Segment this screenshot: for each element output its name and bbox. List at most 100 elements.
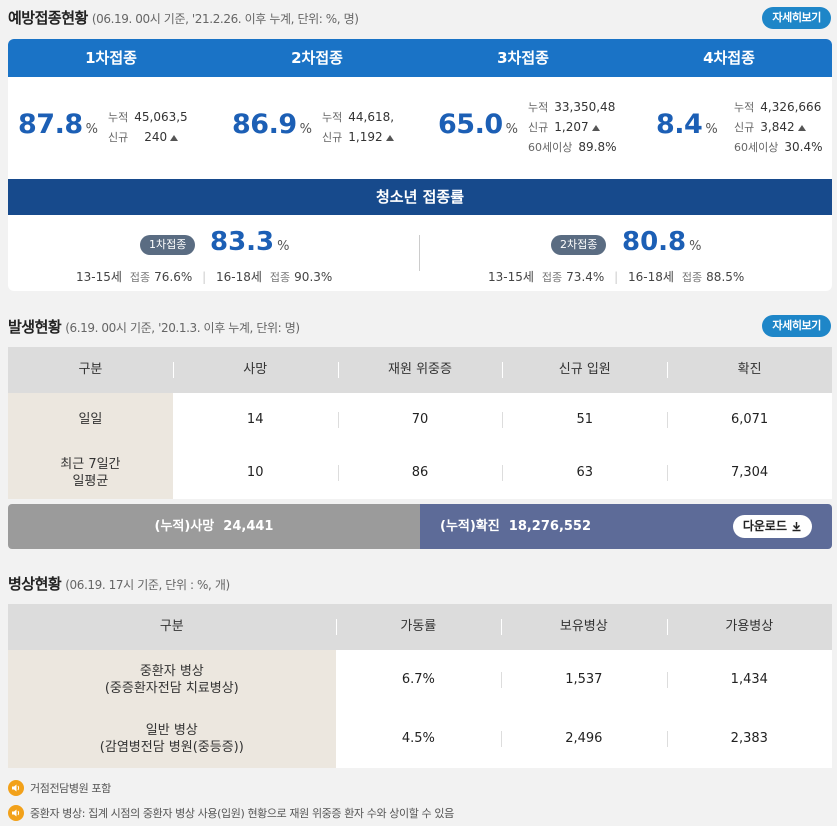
dose-4-cum-label: 누적 (734, 101, 755, 114)
triangle-up-icon (385, 134, 394, 141)
teen-divider (419, 235, 420, 271)
dose-3-rate-value: 65.0 (438, 109, 503, 140)
teen-first-breakdown: 13-15세 접종 76.6% | 16-18세 접종 90.3% (76, 270, 333, 284)
dose-3-new: 신규 1,207 (528, 119, 600, 135)
dose-4-cumulative: 누적 4,326,666 (734, 99, 832, 115)
cell-critical: 86 (337, 446, 503, 499)
cell-admission: 51 (502, 393, 668, 446)
dose-4-new-value: 3,842 (760, 120, 795, 134)
dose-tabs: 1차접종 2차접종 3차접종 4차접종 (8, 39, 832, 77)
teen-first-age2: 16-18세 (216, 270, 262, 284)
tab-dose-4: 4차접종 (703, 49, 755, 67)
teen-second-age2: 16-18세 (628, 270, 674, 284)
dose-3-new-label: 신규 (528, 121, 549, 134)
table-row: 최근 7일간 일평균 10 86 63 7,304 (8, 446, 832, 499)
outbreak-table-header: 구분 사망 재원 위중증 신규 입원 확진 (8, 347, 832, 393)
tab-dose-1: 1차접종 (85, 49, 137, 67)
table-row: 일반 병상 (감염병전담 병원(중등증)) 4.5% 2,496 2,383 (8, 709, 833, 768)
cell-owned: 2,496 (501, 709, 667, 768)
dose-stats-row: 87.8% 누적 45,063,5 신규 240 86.9% 누적 44,618, 신… (8, 77, 832, 179)
dose-3-sixty-value: 89.8% (578, 140, 617, 154)
teen-first-age2-value: 90.3% (294, 270, 333, 284)
vaccination-title: 예방접종현황 (8, 9, 88, 27)
beds-col-utilization: 가동률 (335, 604, 501, 650)
beds-subtitle: (06.19. 17시 기준, 단위 : %, 개) (65, 578, 230, 592)
dose-3-cumulative: 누적 33,350,48 (528, 99, 626, 115)
dose-1-stats: 87.8% 누적 45,063,5 신규 240 (8, 77, 214, 179)
dose-1-cum-label: 누적 (108, 111, 129, 124)
dose-2-cumulative: 누적 44,618, (322, 109, 410, 125)
teen-second-age1: 13-15세 (488, 270, 534, 284)
teen-second-rate: 80.8% (622, 227, 702, 257)
teen-first-rate: 83.3% (210, 227, 290, 257)
table-row: 중환자 병상 (중증환자전담 치료병상) 6.7% 1,537 1,434 (8, 650, 833, 709)
teen-second-rate-unit: % (689, 239, 702, 254)
teen-first-age1-label: 접종 (129, 271, 151, 284)
dose-4-rate: 8.4% (656, 109, 718, 140)
beds-table: 구분 가동률 보유병상 가용병상 중환자 병상 (중증환자전담 치료병상) 6.… (8, 604, 833, 768)
dose-2-new-value: 1,192 (348, 130, 383, 144)
download-button[interactable]: 다운로드 (732, 515, 812, 538)
dose-4-new: 신규 3,842 (734, 119, 806, 135)
beds-col-available: 가용병상 (666, 604, 832, 650)
vaccination-detail-button[interactable]: 자세히보기 (762, 7, 831, 29)
dose-1-rate-value: 87.8 (18, 109, 83, 140)
dose-4-rate-value: 8.4 (656, 109, 703, 140)
beds-title: 병상현황 (8, 575, 62, 593)
teen-second-breakdown: 13-15세 접종 73.4% | 16-18세 접종 88.5% (488, 270, 745, 284)
dose-3-sixty: 60세이상 89.8% (528, 139, 616, 155)
row-label: 최근 7일간 일평균 (8, 446, 173, 499)
beds-col-owned: 보유병상 (501, 604, 666, 650)
note-text: 거점전담병원 포함 (30, 782, 111, 795)
dose-2-cum-label: 누적 (322, 111, 343, 124)
speaker-icon (8, 780, 24, 796)
table-row: 일일 14 70 51 6,071 (8, 393, 832, 446)
dose-2-new-label: 신규 (322, 131, 343, 144)
dose-3-stats: 65.0% 누적 33,350,48 신규 1,207 60세이상 89.8% (420, 77, 626, 179)
dose-3-rate-unit: % (505, 122, 518, 137)
teen-second-age1-label: 접종 (541, 271, 563, 284)
outbreak-subtitle: (6.19. 00시 기준, '20.1.3. 이후 누계, 단위: 명) (65, 321, 300, 335)
vaccination-subtitle: (06.19. 00시 기준, '21.2.26. 이후 누계, 단위: %, … (91, 12, 359, 26)
outbreak-col-admission: 신규 입원 (502, 347, 667, 393)
dose-2-stats: 86.9% 누적 44,618, 신규 1,192 (214, 77, 420, 179)
cumulative-confirmed-text: (누적)확진 18,276,552 (440, 519, 592, 534)
triangle-up-icon (797, 124, 806, 131)
cell-confirmed: 6,071 (667, 393, 832, 446)
speaker-icon (8, 805, 24, 821)
cell-utilization: 6.7% (335, 650, 502, 709)
dose-2-rate-value: 86.9 (232, 109, 297, 140)
dose-4-cum-value: 4,326,666 (760, 100, 822, 114)
note-item: 중환자 병상: 집계 시점의 중환자 병상 사용(입원) 현황으로 재원 위중증… (8, 805, 454, 821)
cumulative-confirmed: (누적)확진 18,276,552 다운로드 (420, 504, 832, 549)
cell-available: 2,383 (666, 709, 833, 768)
download-label: 다운로드 (742, 519, 787, 533)
teen-first-rate-unit: % (277, 239, 290, 254)
teen-second-age2-label: 접종 (681, 271, 703, 284)
dose-1-cumulative: 누적 45,063,5 (108, 109, 214, 125)
teen-first-age1: 13-15세 (76, 270, 122, 284)
teen-first-rate-value: 83.3 (210, 227, 275, 257)
teen-second-age1-value: 73.4% (566, 270, 605, 284)
dose-1-new-value: 240 (144, 130, 168, 144)
tab-dose-2: 2차접종 (291, 49, 343, 67)
cell-owned: 1,537 (501, 650, 667, 709)
download-icon (792, 522, 801, 532)
cell-utilization: 4.5% (335, 709, 502, 768)
cell-death: 14 (172, 393, 338, 446)
dose-4-stats: 8.4% 누적 4,326,666 신규 3,842 60세이상 30.4% (626, 77, 832, 179)
dose-2-cum-value: 44,618, (348, 110, 395, 124)
outbreak-col-critical: 재원 위중증 (337, 347, 503, 393)
dose-1-new: 신규 240 (108, 129, 179, 145)
note-text: 중환자 병상: 집계 시점의 중환자 병상 사용(입원) 현황으로 재원 위중증… (30, 807, 454, 820)
teen-rate-bar: 청소년 접종률 (8, 179, 832, 215)
outbreak-detail-button[interactable]: 자세히보기 (762, 315, 831, 337)
dose-2-rate: 86.9% (232, 109, 312, 140)
triangle-up-icon (591, 124, 600, 131)
vaccination-card: 1차접종 2차접종 3차접종 4차접종 87.8% 누적 45,063,5 신규 2… (8, 39, 832, 291)
outbreak-table: 구분 사망 재원 위중증 신규 입원 확진 일일 14 70 51 6,071 … (8, 347, 832, 499)
dose-1-cum-value: 45,063,5 (134, 110, 188, 124)
note-item: 거점전담병원 포함 (8, 780, 111, 796)
teen-first-badge: 1차접종 (140, 235, 196, 255)
outbreak-col-death: 사망 (172, 347, 338, 393)
